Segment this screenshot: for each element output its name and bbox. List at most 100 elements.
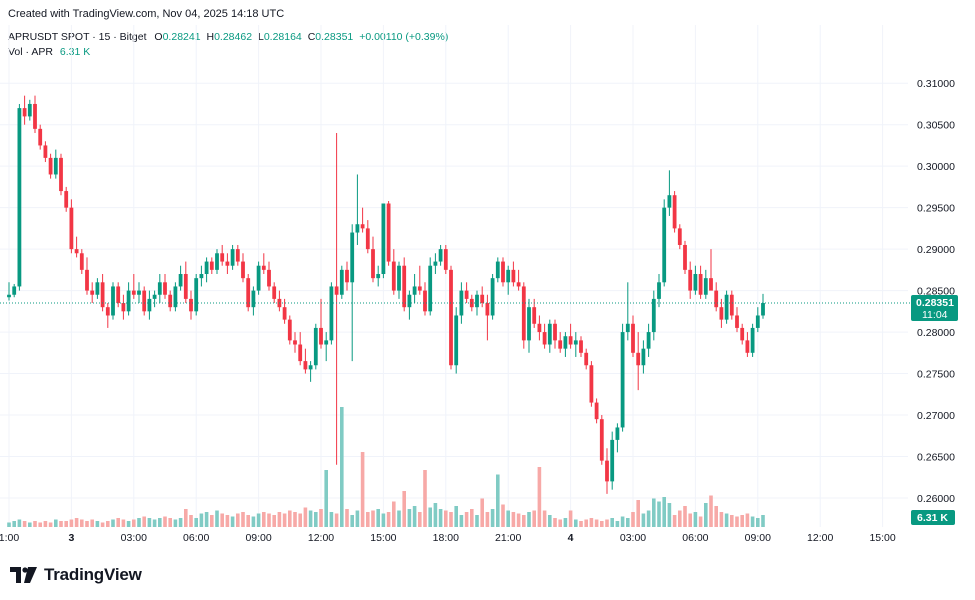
candle-body <box>454 315 459 366</box>
candle-body <box>126 290 131 312</box>
candle <box>511 261 516 287</box>
volume-bar <box>381 513 386 527</box>
time-tick-label: 4 <box>568 532 574 544</box>
candle-body <box>501 261 505 283</box>
volume-bar <box>740 515 744 527</box>
candle <box>547 319 552 353</box>
candle <box>709 249 713 291</box>
volume-bar <box>584 519 588 527</box>
volume-bar <box>646 510 651 527</box>
volume-bar <box>761 515 765 527</box>
candle <box>438 244 443 266</box>
volume-bar <box>641 513 646 527</box>
volume-bar <box>745 513 750 527</box>
candle-body <box>152 294 157 299</box>
candle-body <box>376 274 381 279</box>
volume-bar <box>553 518 557 527</box>
volume-bar <box>574 519 578 527</box>
candle <box>376 265 381 287</box>
volume-bar <box>501 504 505 527</box>
candle-body <box>38 128 43 146</box>
candle-body <box>428 265 433 312</box>
volume-bar <box>730 515 734 527</box>
candle-body <box>573 340 578 345</box>
candle-body <box>339 269 344 295</box>
candle-body <box>64 191 69 208</box>
time-tick-label: 12:00 <box>308 532 334 544</box>
volume-bar <box>147 518 152 527</box>
candle-body <box>230 249 235 266</box>
volume-bar <box>54 519 58 527</box>
volume-bar <box>594 519 599 527</box>
volume-bar <box>667 503 672 527</box>
price-chart[interactable]: 0.31000 0.30500 0.30000 0.29500 0.29000 0.285… <box>0 0 975 560</box>
volume-bar <box>750 516 755 527</box>
candle-body <box>516 282 521 287</box>
candle-body <box>178 274 183 287</box>
volume-bar <box>626 518 630 527</box>
candle-body <box>423 290 427 312</box>
candle-body <box>17 108 22 287</box>
candle <box>157 274 162 304</box>
candle <box>584 348 589 370</box>
candle-body <box>157 282 162 295</box>
volume-bar <box>106 521 110 527</box>
candle <box>7 282 11 301</box>
candle <box>303 348 308 374</box>
low-label: L <box>257 31 264 43</box>
candle <box>573 332 578 357</box>
candle-body <box>59 157 63 192</box>
candle <box>402 257 407 312</box>
volume-bar <box>100 522 105 527</box>
candle-body <box>251 290 256 308</box>
symbol-legend: APRUSDT SPOT · 15 · Bitget O0.28241 H0.2… <box>8 31 448 43</box>
volume-bar <box>693 512 698 527</box>
candle <box>59 153 63 196</box>
candle <box>391 249 396 295</box>
candle <box>48 153 53 179</box>
candle <box>641 340 646 374</box>
volume-bar <box>579 521 583 527</box>
candle <box>698 265 703 299</box>
candle-body <box>475 294 479 308</box>
candle-body <box>605 460 609 482</box>
candle <box>485 294 490 341</box>
candle-body <box>261 265 266 270</box>
candle <box>53 149 58 179</box>
symbol-name[interactable]: APRUSDT SPOT · 15 · Bitget <box>8 31 147 43</box>
candle-body <box>646 332 651 349</box>
volume-bar <box>256 513 261 527</box>
candle-body <box>12 286 17 295</box>
volume-value: 6.31 K <box>59 46 91 58</box>
candle-body <box>100 282 105 308</box>
candle <box>345 261 349 291</box>
candle-body <box>402 265 407 308</box>
candle-body <box>105 307 110 316</box>
candle-body <box>657 282 661 299</box>
time-tick-label: 12:00 <box>807 532 833 544</box>
volume-bar <box>433 503 438 527</box>
candle <box>558 332 563 353</box>
price-tick-label: 0.28000 <box>917 327 955 339</box>
candle <box>121 294 126 320</box>
volume-bar <box>454 506 458 527</box>
candle-body <box>7 294 11 298</box>
candle-body <box>209 261 214 270</box>
candle <box>69 199 74 254</box>
volume-bar <box>496 474 500 527</box>
candle <box>423 282 427 316</box>
volume-bar <box>459 515 464 527</box>
volume-bar <box>319 509 323 527</box>
volume-bar <box>12 521 16 527</box>
candle <box>615 423 620 453</box>
volume-bar <box>85 521 89 527</box>
candle <box>105 303 110 328</box>
volume-label[interactable]: Vol · APR <box>8 46 53 58</box>
candle <box>22 95 27 125</box>
volume-bar <box>636 500 640 527</box>
price-tick-label: 0.27500 <box>917 369 955 381</box>
candle <box>714 282 719 312</box>
candle <box>703 269 708 299</box>
candle-body <box>740 327 745 341</box>
time-tick-label: 06:00 <box>682 532 708 544</box>
